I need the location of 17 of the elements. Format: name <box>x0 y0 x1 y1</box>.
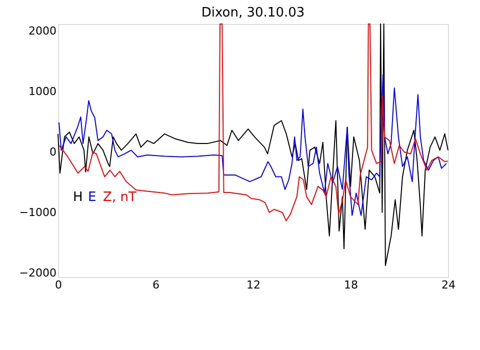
x-tick-label: 12 <box>246 278 260 292</box>
series-label: Z <box>103 190 112 205</box>
chart-title: Dixon, 30.10.03 <box>201 6 305 20</box>
line-series <box>58 24 448 266</box>
annotation: , nT <box>112 190 137 205</box>
text: E <box>88 190 96 205</box>
series-label: H <box>73 190 83 205</box>
x-tick-label: 18 <box>344 278 358 292</box>
y-tick-label: 2000 <box>28 24 56 38</box>
y-tick-label: −2000 <box>19 266 56 280</box>
y-tick-label: 1000 <box>28 85 56 98</box>
x-tick-label: 6 <box>152 278 160 292</box>
y-tick-label: −1000 <box>19 206 56 219</box>
line-series <box>58 24 448 222</box>
line-series <box>58 74 447 216</box>
y-tick-label: 0 <box>50 146 56 159</box>
x-tick-label: 24 <box>442 278 456 292</box>
